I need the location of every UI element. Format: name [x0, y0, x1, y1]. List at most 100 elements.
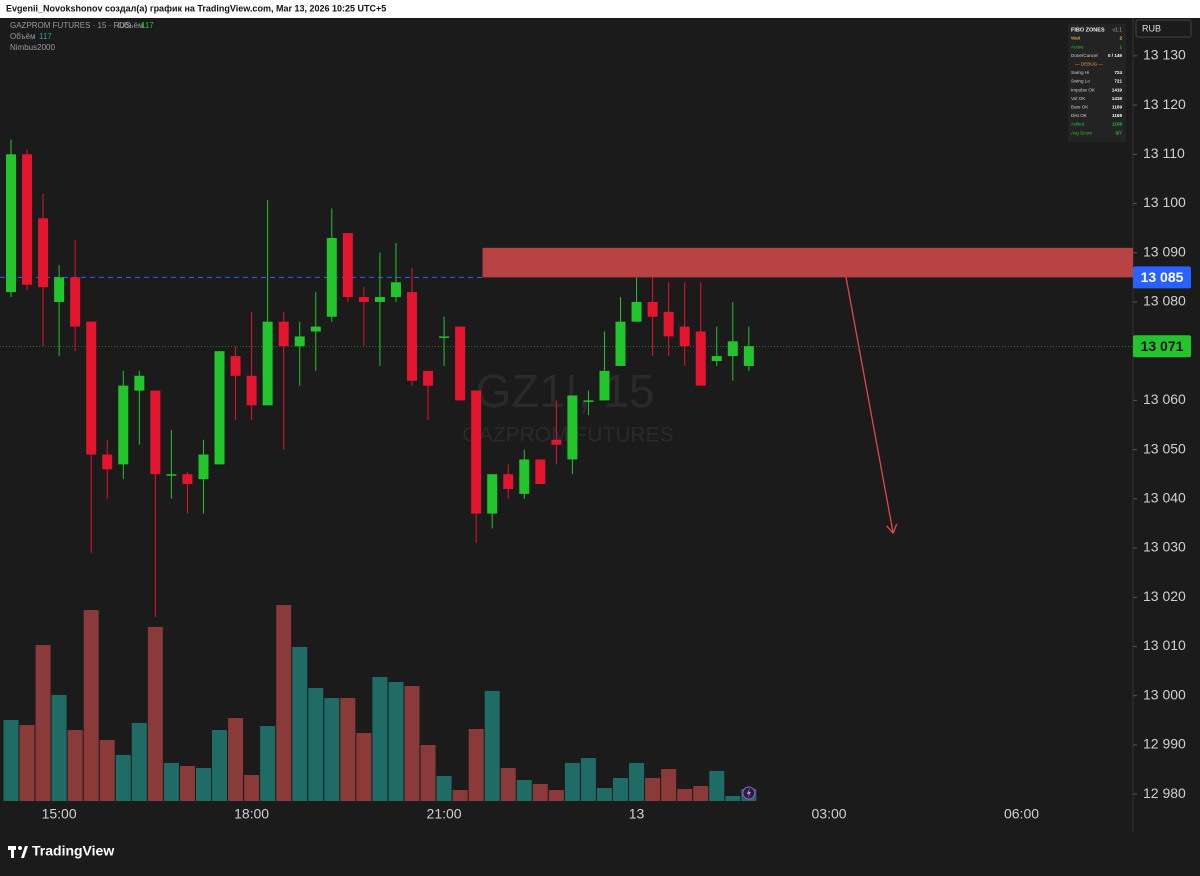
- header-text: Evgenii_Novokshonov создал(а) график на …: [6, 3, 386, 13]
- candle-body: [54, 277, 65, 302]
- candle-body: [647, 301, 658, 317]
- candle-body: [38, 218, 49, 288]
- currency[interactable]: RUB: [1142, 23, 1161, 33]
- price-label: 13 085: [1141, 269, 1184, 285]
- candle-body: [743, 346, 754, 366]
- legend-volume-value: 117: [39, 32, 52, 41]
- volume-bar: [436, 775, 452, 801]
- table-version: v1.1: [1113, 27, 1123, 33]
- y-tick-label: 13 040: [1143, 490, 1186, 506]
- candle-body: [679, 326, 690, 347]
- y-tick-label: 12 980: [1143, 785, 1186, 801]
- y-tick-label: 13 130: [1143, 47, 1186, 63]
- candle-body: [214, 351, 225, 465]
- arrow-head: [886, 525, 894, 534]
- x-tick-label: 13: [629, 806, 645, 822]
- candle-body: [198, 454, 209, 480]
- y-tick-label: 13 050: [1143, 440, 1186, 456]
- volume-bar: [195, 767, 211, 801]
- y-tick-label: 13 100: [1143, 194, 1186, 210]
- volume-bar: [324, 698, 340, 801]
- volume-bar: [516, 779, 532, 801]
- logo-part: [21, 846, 28, 858]
- volume-bar: [404, 686, 420, 801]
- legend-volume-label: Объём: [10, 32, 36, 41]
- volume-bar: [115, 754, 131, 801]
- volume-bar: [228, 718, 244, 801]
- candle-body: [102, 454, 113, 470]
- candle-body: [374, 297, 385, 302]
- legend-indicator: Nimbus2000: [10, 43, 55, 52]
- y-tick-label: 13 000: [1143, 686, 1186, 702]
- volume-bar: [83, 610, 99, 801]
- table-label: Active: [1071, 44, 1084, 49]
- arrow-head: [892, 523, 898, 534]
- candle-body: [663, 311, 674, 337]
- volume-bar: [484, 690, 500, 801]
- candle-body: [599, 370, 610, 401]
- logo-part: [18, 846, 22, 850]
- candle-body: [487, 474, 498, 514]
- volume-bar: [677, 789, 693, 801]
- legend-volume-value: 117: [141, 21, 154, 30]
- price-label-box: [1133, 266, 1191, 289]
- candle-body: [455, 326, 466, 401]
- candle-body: [727, 341, 738, 357]
- candle-body: [6, 154, 16, 293]
- volume-bar: [179, 766, 195, 801]
- volume-bar: [308, 687, 324, 801]
- table-label: Dist OK: [1071, 113, 1088, 118]
- volume-bar: [596, 787, 612, 801]
- table-value: 1419: [1112, 96, 1123, 101]
- volume-bar: [131, 722, 147, 801]
- volume-bar: [147, 626, 163, 801]
- candle-body: [519, 459, 530, 494]
- volume-bar: [500, 767, 516, 801]
- candle-body: [294, 336, 305, 347]
- candle-body: [423, 370, 434, 386]
- price-label: 13 071: [1141, 338, 1184, 354]
- volume-bar: [292, 646, 308, 801]
- volume-bar: [548, 790, 564, 801]
- legend-volume-label: Объём: [118, 21, 144, 30]
- volume-bar: [244, 774, 260, 801]
- y-tick-label: 12 990: [1143, 736, 1186, 752]
- candle-body: [583, 400, 594, 402]
- volume-bar: [532, 783, 548, 801]
- table-label: Vol OK: [1071, 96, 1086, 101]
- candle-body: [278, 321, 289, 347]
- bottom-bar: TradingView: [8, 843, 114, 859]
- y-tick-label: 13 080: [1143, 293, 1186, 309]
- volume-bar: [67, 730, 83, 801]
- table-label: — DEBUG —: [1075, 62, 1103, 67]
- y-tick-label: 13 110: [1143, 145, 1185, 161]
- volume-bar: [645, 778, 661, 801]
- candle-body: [439, 336, 450, 338]
- candle-body: [471, 390, 482, 514]
- candle-body: [310, 326, 321, 332]
- volume-bar: [693, 786, 709, 801]
- header-bar: [0, 0, 1200, 18]
- candle-body: [342, 233, 353, 298]
- fibo-table: [1068, 24, 1126, 142]
- y-tick-label: 13 010: [1143, 637, 1186, 653]
- table-label: Bars OK: [1071, 105, 1089, 110]
- y-tick-label: 13 030: [1143, 539, 1186, 555]
- volume-bar: [19, 725, 35, 801]
- table-value: 5/7: [1116, 130, 1123, 135]
- table-label: Swing Lo: [1071, 79, 1090, 84]
- volume-bar: [356, 733, 372, 801]
- y-tick-label: 13 060: [1143, 391, 1186, 407]
- volume-bar: [420, 745, 436, 801]
- x-tick-label: 18:00: [234, 806, 269, 822]
- currency-box[interactable]: [1135, 19, 1192, 38]
- table-label: Done/Cancel: [1071, 53, 1098, 58]
- volume-bar: [372, 677, 388, 801]
- candle-body: [22, 154, 33, 285]
- candle-body: [246, 375, 257, 406]
- volume-bar: [163, 762, 179, 801]
- volume-bar: [452, 790, 468, 801]
- candle-body: [134, 375, 145, 391]
- candle-body: [615, 321, 626, 366]
